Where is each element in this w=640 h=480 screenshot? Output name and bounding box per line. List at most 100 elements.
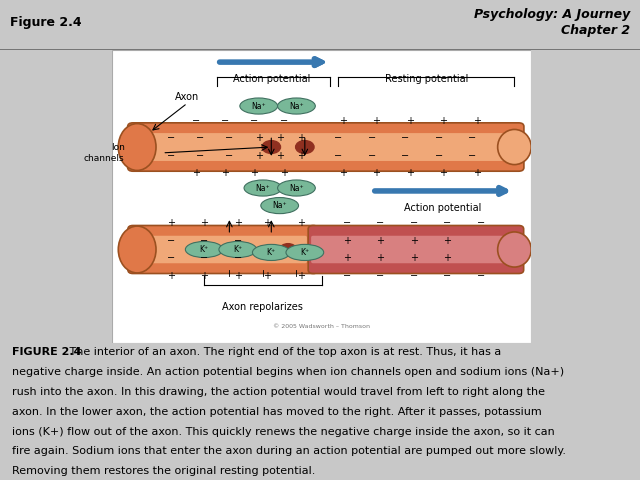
Text: Na⁺: Na⁺ <box>289 183 304 192</box>
Text: −: − <box>435 133 443 143</box>
Text: +: + <box>234 271 242 281</box>
Text: +: + <box>166 218 175 228</box>
Circle shape <box>262 141 280 154</box>
Text: −: − <box>342 271 351 281</box>
Text: +: + <box>200 218 208 228</box>
Text: −: − <box>166 236 175 246</box>
Text: +: + <box>297 271 305 281</box>
Text: +: + <box>263 218 271 228</box>
Text: −: − <box>477 218 485 228</box>
Ellipse shape <box>278 98 316 114</box>
Text: −: − <box>401 133 410 143</box>
Text: +: + <box>372 168 380 179</box>
Text: Axon: Axon <box>175 92 200 102</box>
Text: Na⁺: Na⁺ <box>252 102 266 110</box>
Text: negative charge inside. An action potential begins when ion channels open and so: negative charge inside. An action potent… <box>12 367 564 377</box>
FancyBboxPatch shape <box>127 123 524 171</box>
Text: Ion
channels: Ion channels <box>84 143 125 163</box>
Text: −: − <box>166 253 175 264</box>
Ellipse shape <box>118 226 156 273</box>
Text: −: − <box>234 236 242 246</box>
Ellipse shape <box>261 198 298 214</box>
Text: Na⁺: Na⁺ <box>289 102 304 110</box>
Text: −: − <box>444 218 451 228</box>
Text: Na⁺: Na⁺ <box>273 201 287 210</box>
Text: −: − <box>477 271 485 281</box>
Text: −: − <box>342 218 351 228</box>
FancyBboxPatch shape <box>308 226 524 274</box>
Text: −: − <box>225 151 234 161</box>
Text: fire again. Sodium ions that enter the axon during an action potential are pumpe: fire again. Sodium ions that enter the a… <box>12 446 566 456</box>
Text: +: + <box>406 116 413 126</box>
Text: −: − <box>376 218 385 228</box>
Text: −: − <box>225 133 234 143</box>
Text: Figure 2.4: Figure 2.4 <box>10 16 81 29</box>
Text: The interior of an axon. The right end of the top axon is at rest. Thus, it has : The interior of an axon. The right end o… <box>66 348 501 357</box>
Text: −: − <box>435 151 443 161</box>
Text: +: + <box>250 168 259 179</box>
Text: −: − <box>368 133 376 143</box>
Text: +: + <box>444 236 451 246</box>
Text: Action potential: Action potential <box>232 74 310 84</box>
Ellipse shape <box>498 232 531 267</box>
Text: −: − <box>376 271 385 281</box>
Text: axon. In the lower axon, the action potential has moved to the right. After it p: axon. In the lower axon, the action pote… <box>12 407 541 417</box>
Text: K⁺: K⁺ <box>267 248 276 257</box>
Text: −: − <box>221 116 229 126</box>
Text: +: + <box>280 168 288 179</box>
Text: +: + <box>406 168 413 179</box>
Circle shape <box>280 244 296 255</box>
Text: −: − <box>234 253 242 264</box>
Ellipse shape <box>278 180 316 196</box>
Text: −: − <box>192 116 200 126</box>
Text: +: + <box>473 116 481 126</box>
Circle shape <box>296 141 314 154</box>
Text: +: + <box>439 168 447 179</box>
Text: +: + <box>263 271 271 281</box>
Text: −: − <box>468 133 477 143</box>
Text: +: + <box>255 151 263 161</box>
Ellipse shape <box>219 241 257 258</box>
Text: −: − <box>196 133 204 143</box>
Text: +: + <box>276 151 284 161</box>
Text: Psychology: A Journey
Chapter 2: Psychology: A Journey Chapter 2 <box>474 8 630 36</box>
Text: +: + <box>376 236 384 246</box>
Text: +: + <box>372 116 380 126</box>
FancyBboxPatch shape <box>128 226 318 274</box>
Text: Removing them restores the original resting potential.: Removing them restores the original rest… <box>12 467 315 476</box>
Text: +: + <box>276 133 284 143</box>
Ellipse shape <box>286 244 324 261</box>
Text: +: + <box>297 218 305 228</box>
Text: +: + <box>297 133 305 143</box>
Ellipse shape <box>498 130 531 165</box>
Text: +: + <box>343 236 351 246</box>
Ellipse shape <box>244 180 282 196</box>
Text: −: − <box>250 116 259 126</box>
Text: −: − <box>401 151 410 161</box>
Text: K⁺: K⁺ <box>233 245 243 254</box>
Ellipse shape <box>240 98 278 114</box>
Text: ions (K+) flow out of the axon. This quickly renews the negative charge inside t: ions (K+) flow out of the axon. This qui… <box>12 427 554 437</box>
Text: Axon repolarizes: Axon repolarizes <box>223 302 303 312</box>
Text: +: + <box>473 168 481 179</box>
Text: +: + <box>255 133 263 143</box>
Text: +: + <box>166 271 175 281</box>
Text: −: − <box>334 151 342 161</box>
Text: −: − <box>166 133 175 143</box>
Ellipse shape <box>186 241 223 258</box>
Text: −: − <box>410 271 418 281</box>
Text: +: + <box>339 168 347 179</box>
Text: +: + <box>410 253 418 264</box>
Text: +: + <box>221 168 229 179</box>
Text: −: − <box>410 218 418 228</box>
Ellipse shape <box>118 124 156 170</box>
Ellipse shape <box>252 244 290 261</box>
Text: +: + <box>439 116 447 126</box>
Text: +: + <box>192 168 200 179</box>
Text: −: − <box>166 151 175 161</box>
Text: −: − <box>200 253 208 264</box>
FancyBboxPatch shape <box>143 133 513 161</box>
Text: −: − <box>280 116 288 126</box>
Text: −: − <box>200 236 208 246</box>
Text: +: + <box>410 236 418 246</box>
